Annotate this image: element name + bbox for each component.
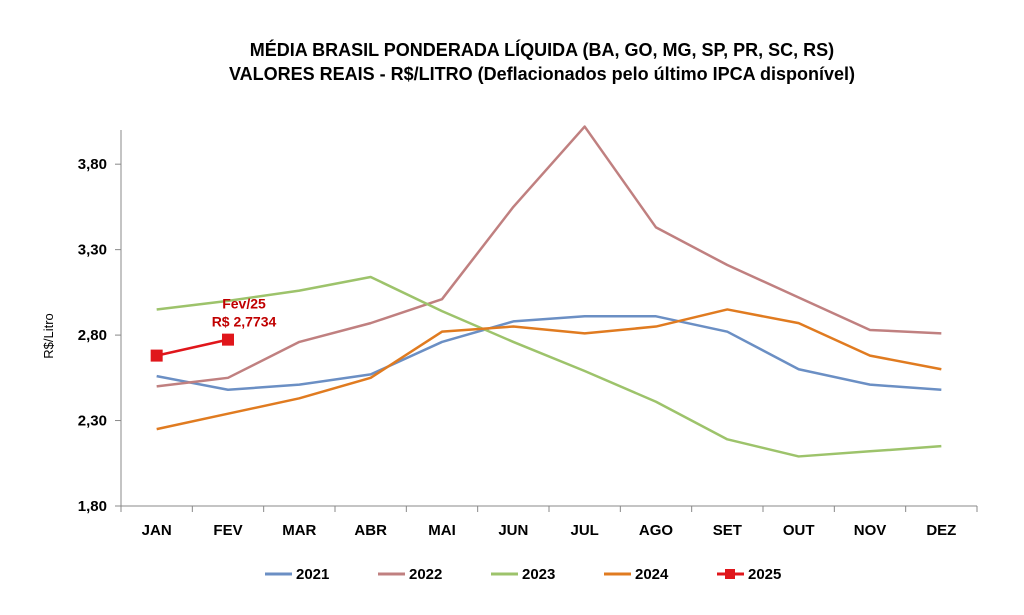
chart-title-block: MÉDIA BRASIL PONDERADA LÍQUIDA (BA, GO, … (0, 38, 1024, 86)
x-tick-label: AGO (639, 522, 674, 539)
x-tick-label: DEZ (926, 522, 956, 539)
series-line-2023 (156, 275, 942, 458)
legend-label-2023: 2023 (522, 566, 555, 583)
series-point-2025 (150, 349, 163, 362)
y-tick-label: 2,80 (78, 327, 107, 344)
legend-label-2024: 2024 (635, 566, 669, 583)
legend-marker-2025 (725, 569, 735, 579)
series-line-2024 (156, 308, 942, 431)
y-tick-label: 3,30 (78, 242, 107, 259)
legend-label-2025: 2025 (748, 566, 781, 583)
annotation-label: Fev/25 (222, 296, 266, 312)
x-tick-label: NOV (854, 522, 887, 539)
series-line-2022 (156, 125, 942, 388)
y-axis-title: R$/Litro (41, 313, 56, 359)
x-tick-label: MAI (428, 522, 456, 539)
annotation-value: R$ 2,7734 (212, 314, 277, 330)
x-tick-label: OUT (783, 522, 815, 539)
series-line-2021 (156, 315, 942, 392)
series-line-2025 (156, 338, 229, 357)
y-tick-label: 2,30 (78, 413, 107, 430)
x-tick-label: SET (713, 522, 742, 539)
x-tick-label: MAR (282, 522, 316, 539)
legend-label-2022: 2022 (409, 566, 442, 583)
chart-title: MÉDIA BRASIL PONDERADA LÍQUIDA (BA, GO, … (249, 40, 835, 60)
x-tick-label: JUN (498, 522, 528, 539)
chart-subtitle: VALORES REAIS - R$/LITRO (Deflacionados … (228, 64, 856, 84)
x-tick-label: ABR (354, 522, 387, 539)
x-tick-label: JUL (570, 522, 598, 539)
chart-series (150, 125, 942, 458)
series-point-2025 (222, 333, 234, 346)
x-tick-label: FEV (213, 522, 242, 539)
y-axis-ticks: 1,80 2,30 2,80 3,30 3,80 R$/Litro (41, 156, 121, 515)
chart-annotation: Fev/25 R$ 2,7734 (212, 296, 277, 330)
chart-legend: 2021 2022 2023 2024 2025 (265, 566, 781, 583)
y-tick-label: 3,80 (78, 156, 107, 173)
x-axis-ticks: JAN FEV MAR ABR MAI JUN JUL AGO SET OUT NOV DEZ (120, 506, 978, 539)
y-tick-label: 1,80 (78, 498, 107, 515)
x-tick-label: JAN (142, 522, 172, 539)
legend-label-2021: 2021 (296, 566, 329, 583)
